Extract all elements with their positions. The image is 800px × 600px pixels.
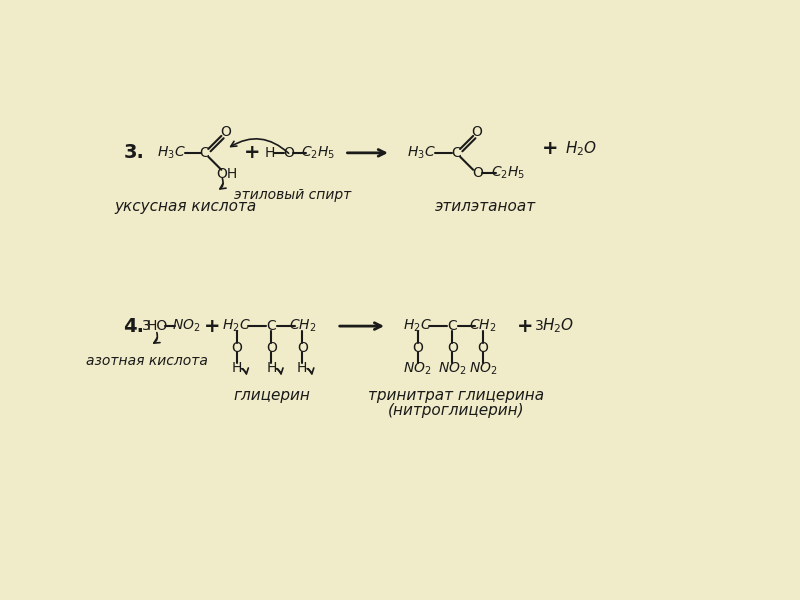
Text: C: C [447,319,458,333]
Text: $NO_2$: $NO_2$ [403,361,432,377]
Text: 3: 3 [142,319,151,333]
Text: $H_3C$: $H_3C$ [157,145,186,161]
Text: H: H [266,361,277,374]
Text: азотная кислота: азотная кислота [86,354,207,368]
Text: уксусная кислота: уксусная кислота [114,199,256,214]
Text: этилэтаноат: этилэтаноат [435,199,536,214]
Text: 3: 3 [535,319,544,333]
Text: $H_2C$: $H_2C$ [222,318,251,334]
Text: +: + [518,317,534,335]
Text: $C_2H_5$: $C_2H_5$ [301,145,334,161]
Text: O: O [447,341,458,355]
Text: $H_2O$: $H_2O$ [565,140,597,158]
Text: +: + [542,139,558,158]
Text: O: O [478,341,489,355]
Text: O: O [220,125,230,139]
Text: O: O [283,146,294,160]
Text: 3.: 3. [123,143,145,163]
Text: $H_2O$: $H_2O$ [542,317,574,335]
Text: этиловый спирт: этиловый спирт [234,188,351,202]
Text: H: H [265,146,275,160]
Text: $C_2H_5$: $C_2H_5$ [490,164,525,181]
Text: тринитрат глицерина: тринитрат глицерина [368,388,544,403]
Text: O: O [266,341,277,355]
Text: $NO_2$: $NO_2$ [438,361,466,377]
Text: $CH_2$: $CH_2$ [470,318,497,334]
Text: O: O [231,341,242,355]
Text: C: C [199,146,210,160]
Text: C: C [266,319,276,333]
Text: $H_2C$: $H_2C$ [403,318,432,334]
Text: $NO_2$: $NO_2$ [469,361,498,377]
Text: +: + [204,317,220,335]
Text: O: O [412,341,423,355]
Text: глицерин: глицерин [233,388,310,403]
Text: $NO_2$: $NO_2$ [173,318,201,334]
Text: +: + [244,143,260,163]
Text: OH: OH [216,167,238,181]
Text: H: H [231,361,242,374]
Text: H: H [297,361,307,374]
Text: (нитроглицерин): (нитроглицерин) [388,403,525,418]
Text: 4.: 4. [123,317,145,335]
Text: O: O [471,125,482,139]
Text: $H_3C$: $H_3C$ [407,145,436,161]
Text: O: O [472,166,483,180]
Text: O: O [297,341,308,355]
Text: C: C [451,146,461,160]
Text: $CH_2$: $CH_2$ [289,318,316,334]
Text: HO: HO [147,319,168,333]
